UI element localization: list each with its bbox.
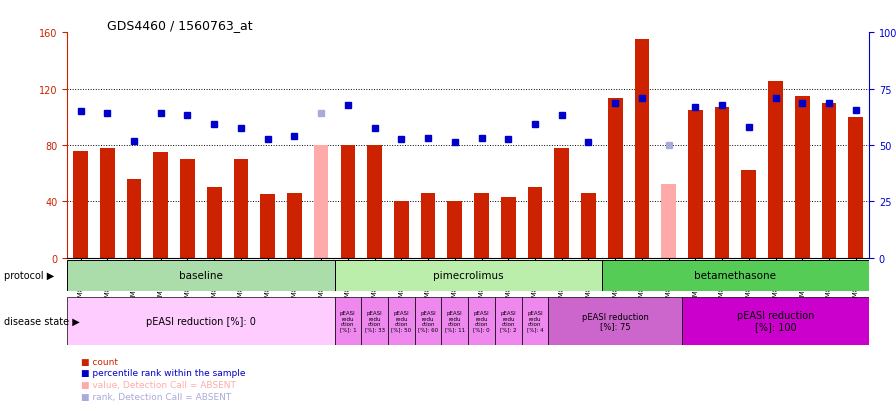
Bar <box>447 202 462 258</box>
Bar <box>682 297 869 345</box>
Text: ■ count: ■ count <box>81 357 117 366</box>
Text: pEASI
redu
ction
[%]: 50: pEASI redu ction [%]: 50 <box>392 311 411 332</box>
Bar <box>314 146 329 258</box>
Bar <box>73 151 88 258</box>
Bar <box>415 297 442 345</box>
Bar <box>153 153 168 258</box>
Bar <box>715 108 729 258</box>
Text: pEASI
redu
ction
[%]: 0: pEASI redu ction [%]: 0 <box>473 311 490 332</box>
Text: pEASI
redu
ction
[%]: 33: pEASI redu ction [%]: 33 <box>365 311 384 332</box>
Bar <box>421 193 435 258</box>
Bar <box>661 185 676 258</box>
Bar <box>126 179 142 258</box>
Bar <box>180 160 194 258</box>
Bar <box>688 110 702 258</box>
Bar <box>334 260 602 291</box>
Bar <box>234 160 248 258</box>
Bar <box>521 297 548 345</box>
Text: pEASI
redu
ction
[%]: 60: pEASI redu ction [%]: 60 <box>418 311 438 332</box>
Bar <box>100 148 115 258</box>
Bar <box>501 198 515 258</box>
Text: GDS4460 / 1560763_at: GDS4460 / 1560763_at <box>108 19 253 32</box>
Text: pEASI
redu
ction
[%]: 11: pEASI redu ction [%]: 11 <box>444 311 465 332</box>
Bar <box>394 202 409 258</box>
Bar <box>474 193 489 258</box>
Bar <box>287 193 302 258</box>
Bar <box>367 146 382 258</box>
Bar <box>555 148 569 258</box>
Bar <box>468 297 495 345</box>
Bar <box>207 188 221 258</box>
Bar <box>795 96 810 258</box>
Bar <box>67 260 334 291</box>
Text: pEASI
redu
ction
[%]: 4: pEASI redu ction [%]: 4 <box>527 311 543 332</box>
Bar <box>768 82 783 258</box>
Text: pEASI reduction
[%]: 75: pEASI reduction [%]: 75 <box>582 312 649 330</box>
Bar <box>742 171 756 258</box>
Bar <box>261 195 275 258</box>
Text: pEASI reduction
[%]: 100: pEASI reduction [%]: 100 <box>737 311 814 332</box>
Bar <box>822 103 836 258</box>
Text: ■ value, Detection Call = ABSENT: ■ value, Detection Call = ABSENT <box>81 380 236 389</box>
Bar <box>67 297 334 345</box>
Bar <box>495 297 521 345</box>
Bar <box>340 146 355 258</box>
Text: protocol ▶: protocol ▶ <box>4 271 55 281</box>
Text: ■ percentile rank within the sample: ■ percentile rank within the sample <box>81 368 246 377</box>
Text: betamethasone: betamethasone <box>694 271 777 281</box>
Bar <box>634 40 650 258</box>
Text: pEASI
redu
ction
[%]: 2: pEASI redu ction [%]: 2 <box>500 311 517 332</box>
Bar <box>548 297 682 345</box>
Text: pEASI
redu
ction
[%]: 1: pEASI redu ction [%]: 1 <box>340 311 357 332</box>
Bar <box>334 297 361 345</box>
Text: baseline: baseline <box>179 271 223 281</box>
Text: ■ rank, Detection Call = ABSENT: ■ rank, Detection Call = ABSENT <box>81 392 231 401</box>
Bar <box>388 297 415 345</box>
Bar <box>849 117 863 258</box>
Bar <box>361 297 388 345</box>
Bar <box>528 188 542 258</box>
Text: pEASI reduction [%]: 0: pEASI reduction [%]: 0 <box>146 316 255 326</box>
Bar <box>442 297 468 345</box>
Bar <box>582 193 596 258</box>
Text: pimecrolimus: pimecrolimus <box>433 271 504 281</box>
Bar <box>602 260 869 291</box>
Bar <box>607 99 623 258</box>
Text: disease state ▶: disease state ▶ <box>4 316 81 326</box>
